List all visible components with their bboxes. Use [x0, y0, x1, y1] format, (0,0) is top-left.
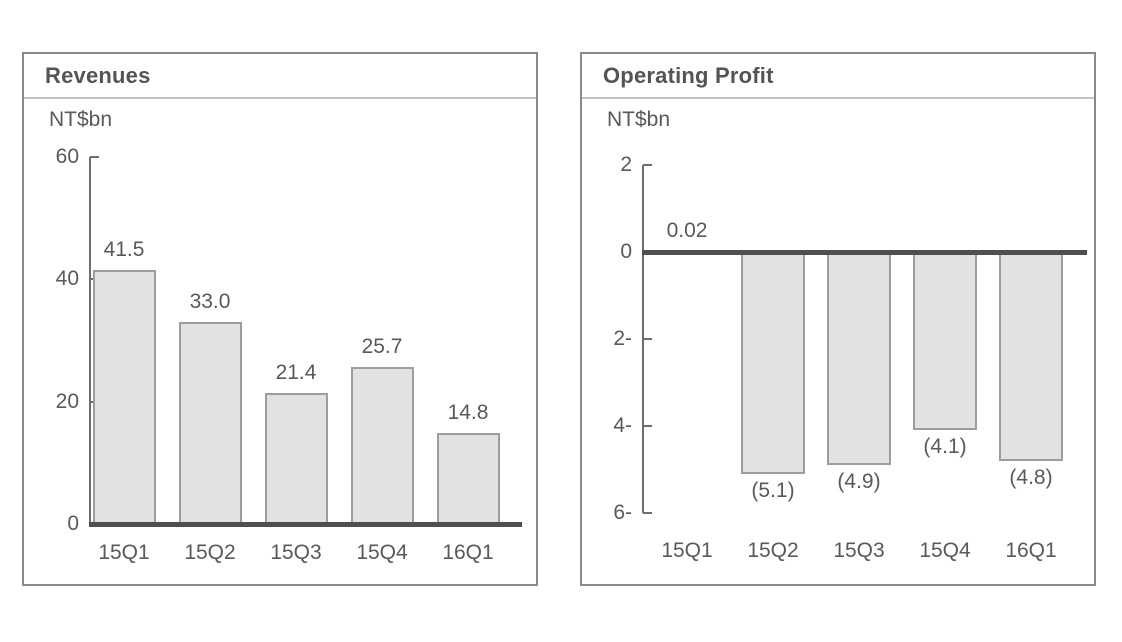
y-axis-tick-label: 2 [620, 153, 632, 176]
bar-15Q2 [178, 322, 242, 524]
bar-15Q1 [92, 270, 156, 524]
y-axis-unit-label: NT$bn [49, 108, 113, 131]
y-axis-tick-label: 6- [613, 501, 632, 524]
y-axis-tick-label: 0 [620, 240, 632, 263]
bar-value-label: 14.8 [447, 401, 489, 425]
bar-16Q1 [436, 433, 500, 524]
y-axis-tick [90, 155, 99, 158]
y-axis-tick-label: 0 [67, 512, 79, 535]
x-axis-label-15Q4: 15Q4 [356, 541, 408, 564]
x-axis-label-15Q4: 15Q4 [919, 539, 971, 562]
y-axis-tick-label: 4- [613, 414, 632, 437]
chart-title-revenues: Revenues [45, 62, 151, 88]
chart-title-operating-profit: Operating Profit [603, 62, 774, 88]
x-axis-label-15Q2: 15Q2 [747, 539, 799, 562]
bar-16Q1 [999, 252, 1063, 461]
x-axis-label-15Q3: 15Q3 [833, 539, 885, 562]
bar-value-label: 21.4 [275, 361, 317, 385]
operating-profit-panel: Operating Profit NT$bn 2 0 2- 4- 6- 0.02 (5.1)… [580, 52, 1096, 586]
y-axis-tick [643, 338, 652, 340]
y-axis-line [89, 156, 91, 524]
revenues-panel: Revenues NT$bn 60 40 20 0 41.5 33.0 21.4 25.7 14… [22, 52, 538, 586]
bar-value-label: (4.8) [1009, 465, 1053, 489]
x-axis-label-15Q2: 15Q2 [184, 541, 236, 564]
y-axis-tick-label: 60 [55, 144, 79, 168]
x-axis-label-16Q1: 16Q1 [442, 541, 494, 564]
x-axis-label-16Q1: 16Q1 [1005, 539, 1057, 562]
bar-15Q4 [913, 252, 977, 431]
bar-value-label: 33.0 [189, 290, 231, 314]
y-axis-tick [643, 164, 652, 166]
bar-value-label: (5.1) [751, 478, 795, 502]
bar-value-label: 41.5 [103, 238, 145, 262]
revenues-chart-plot: 60 40 20 0 41.5 33.0 21.4 25.7 14.8 15Q1 15Q2 15Q3 1… [24, 54, 536, 584]
operating-profit-panel-header: Operating Profit [582, 54, 1094, 99]
y-axis-tick-label: 20 [55, 389, 79, 413]
bar-value-label: 25.7 [361, 334, 403, 358]
zero-baseline [89, 522, 522, 527]
operating-profit-chart-plot: 2 0 2- 4- 6- 0.02 (5.1) (4.9) (4.1) (4.8) 15Q1 15Q2… [582, 54, 1094, 584]
bar-15Q3 [264, 393, 328, 524]
x-axis-label-15Q1: 15Q1 [98, 541, 150, 564]
revenues-panel-header: Revenues [24, 54, 536, 99]
y-axis-tick-label: 40 [55, 267, 79, 291]
y-axis-unit-label: NT$bn [607, 108, 671, 131]
bar-value-label: (4.9) [837, 470, 881, 494]
bar-15Q2 [741, 252, 805, 474]
bar-15Q4 [350, 366, 414, 524]
bar-value-label: (4.1) [923, 435, 967, 459]
x-axis-label-15Q3: 15Q3 [270, 541, 322, 564]
bar-15Q3 [827, 252, 891, 466]
y-axis-tick-label: 2- [613, 327, 632, 350]
zero-baseline [642, 250, 1087, 255]
bar-value-label: 0.02 [666, 219, 708, 243]
y-axis-tick [643, 425, 652, 427]
x-axis-label-15Q1: 15Q1 [661, 539, 713, 562]
y-axis-tick [643, 512, 652, 514]
